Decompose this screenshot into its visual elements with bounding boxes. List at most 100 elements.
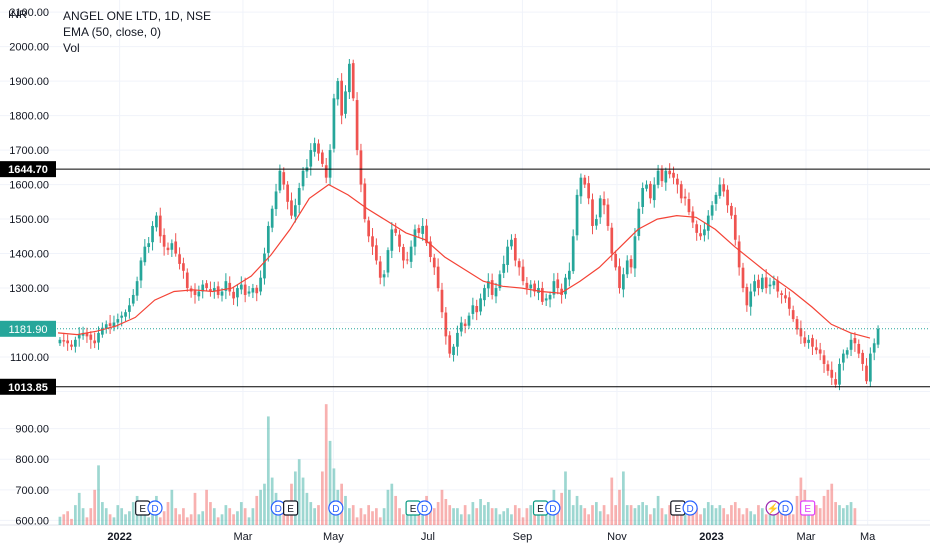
candle-body bbox=[321, 152, 324, 164]
candle-body bbox=[297, 188, 301, 205]
candle-body bbox=[417, 228, 421, 233]
candle-body bbox=[486, 281, 490, 289]
volume-bar bbox=[467, 514, 471, 525]
volume-bar bbox=[795, 495, 799, 525]
candle-body bbox=[610, 227, 614, 254]
volume-bar bbox=[444, 499, 448, 525]
volume-tick-label: 900.00 bbox=[15, 424, 49, 436]
event-marker-letter: E bbox=[674, 504, 681, 515]
event-marker[interactable]: E bbox=[532, 500, 549, 516]
candle-body bbox=[807, 339, 810, 343]
candle-body bbox=[224, 281, 228, 291]
event-markers[interactable]: E D D E D E D E D E D ⚡ D E bbox=[135, 500, 816, 516]
volume-bar bbox=[166, 502, 170, 525]
volume-bar bbox=[355, 517, 359, 525]
volume-bar bbox=[787, 508, 791, 525]
event-marker[interactable]: D bbox=[328, 500, 344, 516]
candle-body bbox=[421, 225, 425, 234]
volume-bar bbox=[371, 511, 374, 525]
last-price-bg bbox=[0, 320, 56, 337]
candle-body bbox=[521, 266, 525, 282]
volume-bar bbox=[228, 508, 232, 525]
volume-bar bbox=[575, 495, 579, 525]
volume-legend[interactable]: Vol bbox=[63, 41, 80, 55]
candle-body bbox=[517, 261, 521, 268]
volume-bar bbox=[749, 511, 753, 525]
candle-body bbox=[452, 346, 455, 355]
volume-bar bbox=[486, 502, 490, 525]
time-tick-label: Jul bbox=[421, 531, 435, 543]
volume-bar bbox=[598, 511, 602, 525]
volume-bar bbox=[521, 517, 525, 525]
candle-body bbox=[510, 239, 513, 247]
volume-bar bbox=[317, 505, 320, 525]
candle-body bbox=[182, 263, 185, 271]
event-marker[interactable]: D bbox=[147, 500, 163, 516]
volume-bar bbox=[614, 505, 617, 525]
candle-body bbox=[344, 91, 347, 114]
ema-legend[interactable]: EMA (50, close, 0) bbox=[63, 25, 162, 39]
candle-body bbox=[93, 340, 97, 344]
event-marker[interactable]: E bbox=[283, 500, 299, 516]
candle-body bbox=[263, 253, 266, 279]
volume-bar bbox=[151, 508, 154, 525]
volume-bar bbox=[417, 508, 421, 525]
volume-bar bbox=[147, 517, 151, 525]
symbol-title[interactable]: ANGEL ONE LTD, 1D, NSE bbox=[63, 9, 212, 23]
volume-bar bbox=[309, 502, 313, 525]
volume-bar bbox=[764, 514, 768, 525]
volume-bar bbox=[239, 502, 243, 525]
event-marker-letter: E bbox=[410, 504, 417, 515]
event-marker[interactable]: D bbox=[682, 500, 698, 516]
candle-body bbox=[336, 81, 340, 100]
candle-body bbox=[714, 194, 718, 204]
candle-body bbox=[228, 282, 232, 292]
candle-body bbox=[614, 253, 617, 268]
time-axis[interactable]: 2022 Mar May Jul Sep Nov 2023 Mar Ma bbox=[107, 531, 876, 543]
event-marker[interactable]: E bbox=[800, 500, 816, 516]
dividend-marker-shape bbox=[777, 500, 794, 516]
volume-bar bbox=[70, 518, 73, 525]
dividend-marker-shape bbox=[417, 500, 433, 516]
price-axis[interactable]: 2100.00 2000.00 1900.00 1800.00 1700.00 1600.… bbox=[9, 7, 49, 364]
candle-body bbox=[274, 191, 278, 210]
candle-body bbox=[62, 340, 66, 342]
volume-bar bbox=[247, 517, 251, 525]
volume-bar bbox=[108, 514, 112, 525]
candle-body bbox=[876, 328, 880, 345]
last-price-label: 1181.90 bbox=[9, 324, 48, 336]
time-tick-label: Nov bbox=[607, 531, 627, 543]
event-marker[interactable]: D bbox=[417, 500, 433, 516]
volume-axis[interactable]: 900.00 800.00 700.00 600.00 bbox=[15, 424, 49, 528]
volume-bar bbox=[456, 508, 459, 525]
candle-body bbox=[74, 339, 77, 347]
candle-body bbox=[656, 170, 660, 185]
candle-body bbox=[120, 315, 124, 318]
candle-body bbox=[162, 234, 166, 247]
event-marker-letter: D bbox=[782, 504, 789, 515]
event-marker-letter: D bbox=[332, 504, 339, 515]
candle-body bbox=[791, 310, 795, 320]
volume-bar bbox=[494, 508, 498, 525]
time-tick-label: 2022 bbox=[107, 531, 131, 543]
horizontal-levels[interactable]: 1644.70 1013.85 1181.90 bbox=[0, 161, 930, 395]
volume-bar bbox=[687, 511, 691, 525]
volume-bar bbox=[332, 468, 336, 525]
volume-bar bbox=[471, 502, 475, 525]
event-marker-letter: D bbox=[687, 504, 694, 515]
event-marker[interactable]: D bbox=[545, 500, 561, 516]
event-marker[interactable]: ⚡ bbox=[765, 500, 781, 516]
candle-body bbox=[378, 261, 382, 278]
volume-bar bbox=[266, 416, 270, 525]
event-marker[interactable]: D bbox=[777, 500, 794, 516]
candle-body bbox=[818, 349, 822, 354]
dividend-marker-shape bbox=[328, 500, 344, 516]
volume-bar bbox=[402, 514, 405, 525]
volume-bar bbox=[733, 502, 737, 525]
candle-body bbox=[278, 170, 282, 191]
volume-bar bbox=[540, 508, 544, 525]
candle-body bbox=[490, 280, 494, 295]
candle-body bbox=[440, 289, 444, 313]
candle-body bbox=[239, 284, 243, 290]
